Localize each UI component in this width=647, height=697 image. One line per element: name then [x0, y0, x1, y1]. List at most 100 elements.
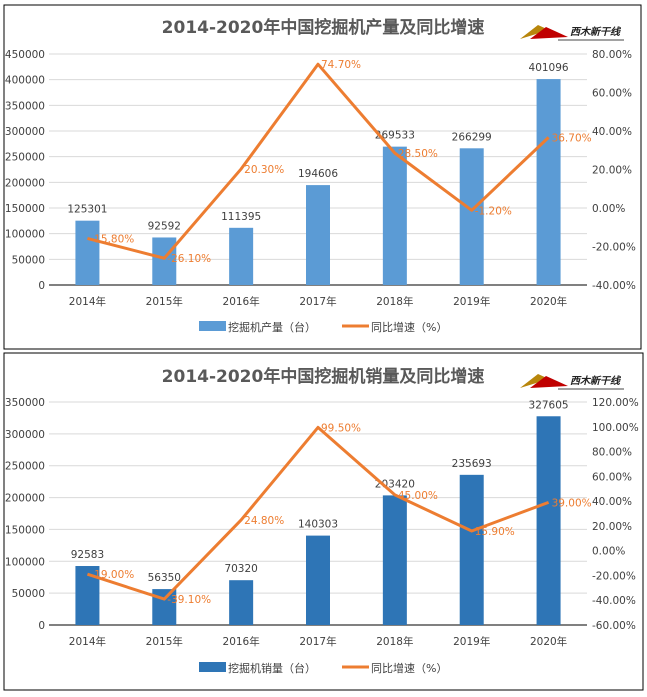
bar-data-label: 111395 [221, 211, 261, 223]
bar-data-label: 125301 [67, 204, 107, 216]
chart-2: 2014-2020年中国挖掘机销量及同比增速 西木新干线 0 50000 100000 1… [3, 352, 644, 691]
line-data-label: 24.80% [244, 515, 284, 527]
logo-peak-icon [530, 376, 568, 388]
line-data-label: 45.00% [398, 490, 438, 502]
y2-tick-label: 60.00% [592, 471, 632, 483]
logo: 西木新干线 [520, 25, 624, 41]
legend-line-label: 同比增速（%） [371, 661, 447, 675]
y-tick-label: 400000 [5, 75, 45, 87]
x-tick-label: 2014年 [69, 635, 106, 648]
line-data-label: 39.00% [552, 497, 592, 509]
line-data-label: -15.80% [90, 233, 134, 245]
legend-bar-label: 挖掘机产量（台） [228, 320, 316, 334]
growth-line [86, 425, 550, 601]
y-tick-label: 0 [38, 620, 45, 632]
x-tick-label: 2016年 [223, 295, 260, 308]
bar [75, 220, 100, 285]
y-tick-label: 300000 [5, 126, 45, 138]
y2-tick-label: 20.00% [592, 165, 632, 177]
bar-data-label: 194606 [298, 168, 338, 180]
growth-line [87, 62, 550, 260]
bar-data-label: 327605 [529, 399, 569, 411]
chart-title: 2014-2020年中国挖掘机销量及同比增速 [162, 366, 485, 387]
bar [229, 580, 254, 625]
chart-border [3, 4, 642, 350]
bar [459, 474, 484, 625]
logo-text: 西木新干线 [570, 375, 622, 387]
x-tick-label: 2017年 [299, 295, 336, 308]
y-tick-label: 250000 [5, 461, 45, 473]
y-tick-label: 450000 [5, 49, 45, 61]
bar [306, 535, 330, 625]
x-tick-label: 2017年 [299, 635, 336, 648]
bar [306, 185, 330, 285]
y-tick-label: 250000 [5, 152, 45, 164]
bar-data-label: 401096 [529, 62, 569, 74]
x-tick-label: 2020年 [530, 295, 567, 308]
y2-tick-label: 80.00% [592, 447, 632, 459]
line-data-label: 36.70% [552, 132, 592, 144]
y2-tick-label: -40.00% [592, 280, 636, 292]
x-tick-label: 2019年 [453, 635, 490, 648]
line-data-label: -19.00% [90, 569, 134, 581]
y-tick-label: 100000 [5, 229, 45, 241]
y-tick-label: 50000 [12, 254, 45, 266]
y-tick-label: 350000 [5, 397, 45, 409]
x-tick-label: 2016年 [223, 635, 260, 648]
x-tick-label: 2015年 [146, 295, 183, 308]
line-data-label: -26.10% [167, 253, 211, 265]
line-data-label: -1.20% [475, 205, 512, 217]
y2-tick-label: -20.00% [592, 570, 636, 582]
bar-data-label: 235693 [452, 458, 492, 470]
y-tick-label: 150000 [5, 203, 45, 215]
y2-tick-label: 40.00% [592, 126, 632, 138]
y-tick-label: 100000 [5, 556, 45, 568]
line-data-label: 99.50% [321, 422, 361, 434]
logo-text: 西木新干线 [570, 26, 622, 38]
x-tick-label: 2014年 [69, 295, 106, 308]
y-tick-label: 50000 [12, 588, 45, 600]
y2-tick-label: 0.00% [592, 546, 625, 558]
x-tick-label: 2020年 [530, 635, 567, 648]
line-data-label: -39.10% [167, 594, 211, 606]
y2-tick-label: -60.00% [592, 620, 636, 632]
legend-bar-label: 挖掘机销量（台） [228, 661, 316, 675]
bar-data-label: 92592 [148, 220, 181, 232]
bar [536, 416, 561, 625]
line-data-label: 15.90% [475, 526, 515, 538]
bar [536, 79, 561, 285]
y2-tick-label: -20.00% [592, 242, 636, 254]
legend-bar-swatch [199, 321, 226, 331]
bar [382, 495, 407, 625]
bar [382, 146, 407, 285]
bar-data-label: 269533 [375, 130, 415, 142]
chart-1: 2014-2020年中国挖掘机产量及同比增速 西木新干线 0 50000 100000 1… [3, 4, 642, 350]
y-tick-label: 200000 [5, 493, 45, 505]
bar-data-label: 70320 [224, 563, 257, 575]
y2-tick-label: 100.00% [592, 422, 639, 434]
y-tick-label: 0 [38, 280, 45, 292]
x-tick-label: 2019年 [453, 295, 490, 308]
y2-tick-label: 20.00% [592, 521, 632, 533]
y2-tick-label: 40.00% [592, 496, 632, 508]
y2-tick-label: 80.00% [592, 49, 632, 61]
legend-line-label: 同比增速（%） [371, 320, 447, 334]
y2-tick-label: -40.00% [592, 595, 636, 607]
x-tick-label: 2018年 [376, 295, 413, 308]
x-tick-label: 2018年 [376, 635, 413, 648]
y2-tick-label: 120.00% [592, 397, 639, 409]
logo: 西木新干线 [520, 374, 624, 390]
bar-data-label: 56350 [148, 572, 181, 584]
logo-peak-icon [530, 27, 568, 39]
chart-title: 2014-2020年中国挖掘机产量及同比增速 [162, 17, 485, 38]
line-data-label: 20.30% [244, 164, 284, 176]
line-data-label: 74.70% [321, 59, 361, 71]
y-tick-label: 350000 [5, 100, 45, 112]
bar-data-label: 92583 [71, 549, 104, 561]
y2-tick-label: 0.00% [592, 203, 625, 215]
line-data-label: 28.50% [398, 148, 438, 160]
legend-bar-swatch [199, 662, 226, 672]
y-tick-label: 300000 [5, 429, 45, 441]
